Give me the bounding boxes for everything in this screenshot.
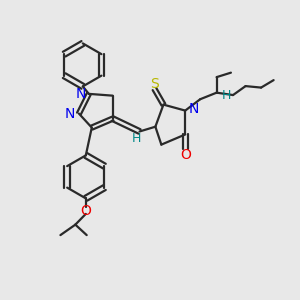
Text: N: N (189, 102, 199, 116)
Text: N: N (76, 87, 86, 101)
Text: O: O (80, 204, 91, 218)
Text: S: S (150, 77, 159, 91)
Text: N: N (65, 106, 75, 121)
Text: O: O (180, 148, 191, 162)
Text: H: H (222, 88, 231, 102)
Text: H: H (131, 132, 141, 145)
